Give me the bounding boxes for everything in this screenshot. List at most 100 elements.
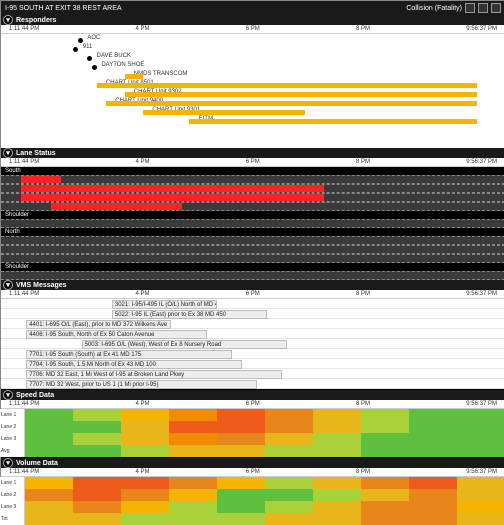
heat-cell xyxy=(121,409,169,421)
heat-cell xyxy=(25,409,73,421)
help-icon[interactable] xyxy=(491,3,501,13)
time-start: 1:11:44 PM xyxy=(9,26,39,32)
speed-title: Speed Data xyxy=(16,392,54,399)
responder-label: DAVE BUCK xyxy=(97,53,131,59)
heat-cell xyxy=(25,433,73,445)
collapse-icon[interactable]: ▾ xyxy=(3,280,13,290)
heat-row xyxy=(25,501,504,513)
time-mid3: 8 PM xyxy=(356,159,370,165)
heat-row xyxy=(25,513,504,525)
heat-cell xyxy=(265,513,313,525)
speed-header[interactable]: ▾ Speed Data xyxy=(1,389,504,400)
time-mid2: 6 PM xyxy=(246,159,260,165)
vms-message-bar[interactable]: 5003: I-695 O/L (West), West of Ex 8 Nur… xyxy=(82,340,288,349)
heat-cell xyxy=(457,409,504,421)
heat-cell xyxy=(361,421,409,433)
info-icon[interactable] xyxy=(478,3,488,13)
responders-body: AOC911DAVE BUCKDAYTON SHOENMDS TRANSCOMC… xyxy=(1,34,504,148)
lane-status-header[interactable]: ▾ Lane Status xyxy=(1,148,504,158)
responders-panel: 1:11:44 PM 4 PM 6 PM 8 PM 9:56:37 PM AOC… xyxy=(1,25,504,148)
responder-row: AOC xyxy=(41,36,504,45)
flag-icon[interactable] xyxy=(465,3,475,13)
heat-cell xyxy=(409,489,457,501)
responder-dot xyxy=(78,38,83,43)
heat-cell xyxy=(73,409,121,421)
lane-track xyxy=(1,184,504,193)
vms-message-bar[interactable]: 7704: I-95 South, 1.5 Mi North of Ex 43 … xyxy=(26,360,242,369)
time-end: 9:56:37 PM xyxy=(466,469,497,475)
heat-cell xyxy=(169,489,217,501)
heat-cell xyxy=(169,501,217,513)
heat-cell xyxy=(169,409,217,421)
lane-group-label: Shoulder xyxy=(1,211,504,219)
vms-row: 7701: I-95 South (South) at Ex 41 MD 175 xyxy=(1,349,504,359)
heat-cell xyxy=(169,433,217,445)
responder-dot xyxy=(87,56,92,61)
heat-ylabel: Avg xyxy=(0,448,24,454)
lane-status-title: Lane Status xyxy=(16,150,56,157)
responders-header[interactable]: ▾ Responders xyxy=(1,15,504,25)
time-start: 1:11:44 PM xyxy=(9,291,39,297)
vms-message-bar[interactable]: 4406: I-95 South, North of Ex 50 Caton A… xyxy=(26,330,206,339)
collapse-icon[interactable]: ▾ xyxy=(3,15,13,25)
heat-cell xyxy=(409,421,457,433)
lane-track xyxy=(1,236,504,245)
speed-panel: 1:11:44 PM 4 PM 6 PM 8 PM 9:56:37 PM Lan… xyxy=(1,400,504,457)
heat-cell xyxy=(361,489,409,501)
responder-row: CHART Unit 9302 xyxy=(41,90,504,99)
lane-group-label: North xyxy=(1,228,504,236)
heat-cell xyxy=(217,513,265,525)
heat-cell xyxy=(25,445,73,457)
lane-track xyxy=(1,202,504,211)
time-end: 9:56:37 PM xyxy=(466,26,497,32)
heat-cell xyxy=(217,433,265,445)
collapse-icon[interactable]: ▾ xyxy=(3,390,13,400)
volume-title: Volume Data xyxy=(16,460,58,467)
lane-group-label: Shoulder xyxy=(1,263,504,271)
heat-ylabel: Lane 3 xyxy=(0,504,24,510)
collapse-icon[interactable]: ▾ xyxy=(3,148,13,158)
heat-ylabel: Lane 3 xyxy=(0,436,24,442)
volume-panel: 1:11:44 PM 4 PM 6 PM 8 PM 9:56:37 PM Lan… xyxy=(1,468,504,525)
heat-cell xyxy=(73,513,121,525)
vms-message-bar[interactable]: 7707: MD 32 West, prior to US 1 (1 Mi pr… xyxy=(26,380,257,389)
heat-cell xyxy=(457,489,504,501)
responder-bar xyxy=(97,83,477,88)
heat-cell xyxy=(313,477,361,489)
time-start: 1:11:44 PM xyxy=(9,401,39,407)
volume-header[interactable]: ▾ Volume Data xyxy=(1,457,504,468)
heat-cell xyxy=(217,445,265,457)
time-mid3: 8 PM xyxy=(356,469,370,475)
heat-cell xyxy=(265,421,313,433)
lane-closure xyxy=(21,194,323,201)
heat-cell xyxy=(457,477,504,489)
vms-message-bar[interactable]: 5022: I-95 IL (East) prior to Ex 38 MD 4… xyxy=(112,310,267,319)
vms-message-bar[interactable]: 7701: I-95 South (South) at Ex 41 MD 175 xyxy=(26,350,232,359)
responders-timebar: 1:11:44 PM 4 PM 6 PM 8 PM 9:56:37 PM xyxy=(1,25,504,34)
time-mid3: 8 PM xyxy=(356,26,370,32)
vms-message-bar[interactable]: 4401: I-695 O/L (East), prior to MD 372 … xyxy=(26,320,171,329)
vms-header[interactable]: ▾ VMS Messages xyxy=(1,280,504,290)
heat-cell xyxy=(361,409,409,421)
heat-cell xyxy=(169,445,217,457)
collapse-icon[interactable]: ▾ xyxy=(3,458,13,468)
vms-title: VMS Messages xyxy=(16,282,67,289)
speed-ylabels: Lane 1Lane 2Lane 3Avg xyxy=(0,409,25,457)
heat-cell xyxy=(25,489,73,501)
time-end: 9:56:37 PM xyxy=(466,159,497,165)
responder-bar xyxy=(106,101,477,106)
heat-cell xyxy=(121,489,169,501)
volume-heatmap: Lane 1Lane 2Lane 3Tot xyxy=(1,477,504,525)
lane-track xyxy=(1,219,504,228)
vms-message-bar[interactable]: 3021: I-95/I-495 IL (O/L) North of MD 45… xyxy=(112,300,217,309)
heat-cell xyxy=(457,421,504,433)
heat-cell xyxy=(121,501,169,513)
lane-track xyxy=(1,245,504,254)
heat-cell xyxy=(217,409,265,421)
vms-row: 5022: I-95 IL (East) prior to Ex 38 MD 4… xyxy=(1,309,504,319)
time-mid2: 6 PM xyxy=(246,469,260,475)
heat-row xyxy=(25,421,504,433)
heat-cell xyxy=(25,421,73,433)
vms-message-bar[interactable]: 7706: MD 32 East, 1 Mi West of I-95 at B… xyxy=(26,370,282,379)
heat-cell xyxy=(121,445,169,457)
